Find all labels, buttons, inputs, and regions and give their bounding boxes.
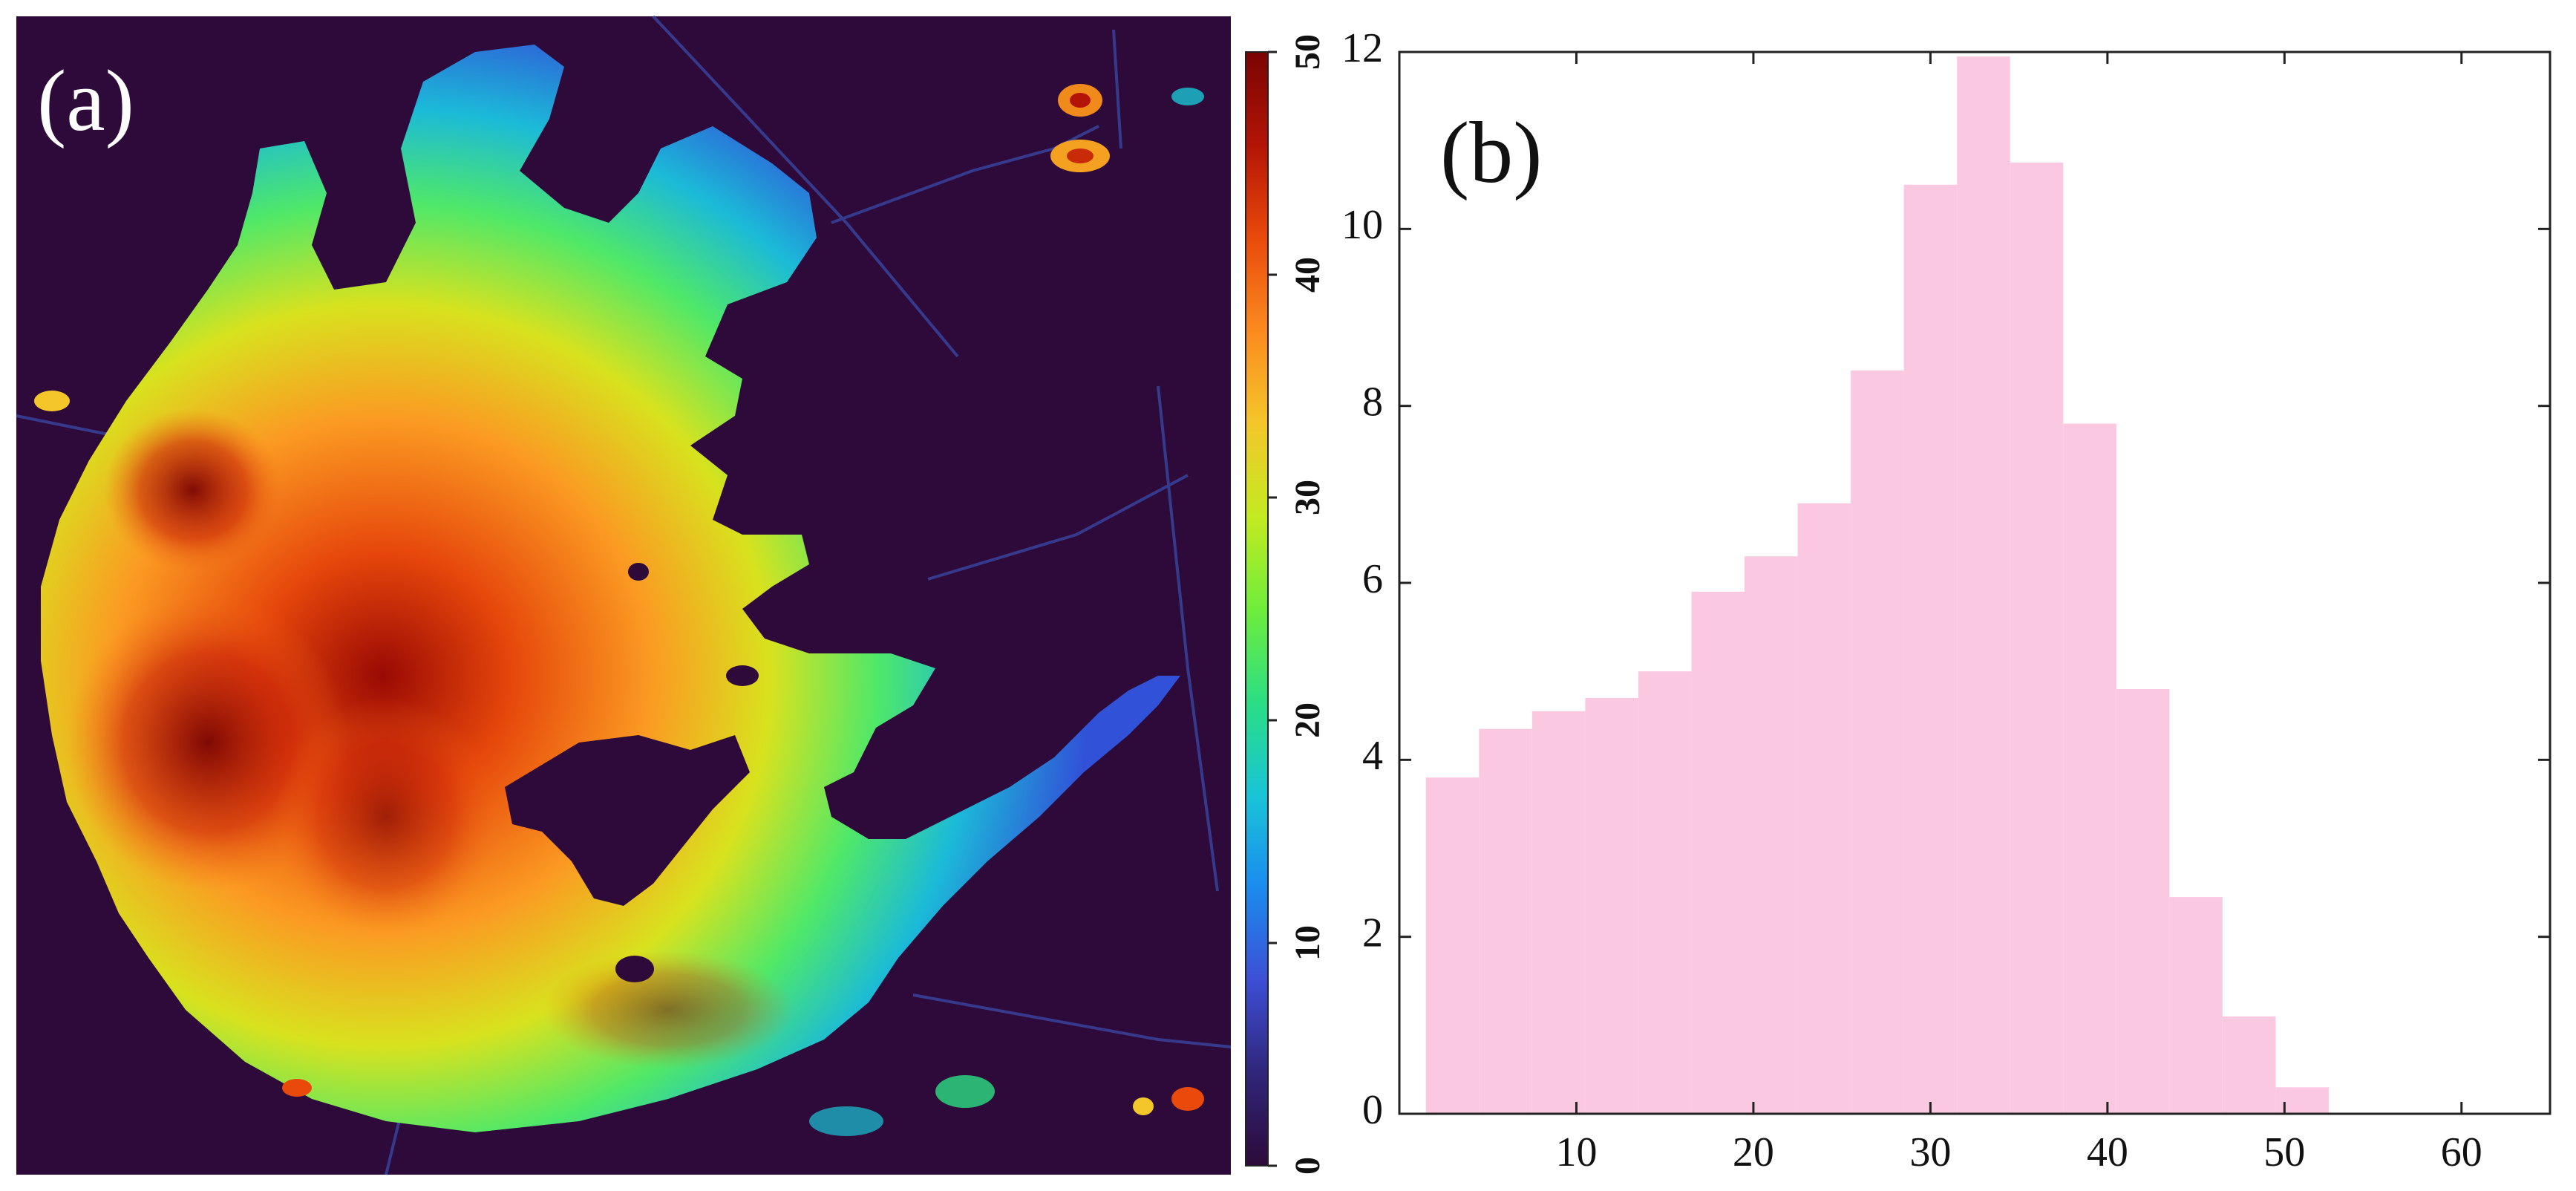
panel-a-label: (a)	[37, 52, 134, 149]
x-tick-label: 40	[2087, 1129, 2128, 1175]
map-roads	[16, 15, 1232, 1175]
panel-a-map: (a)	[16, 15, 1232, 1175]
histogram-bars	[1425, 56, 2329, 1114]
x-tick-label: 20	[1733, 1129, 1774, 1175]
map-small-hole	[628, 563, 649, 581]
histogram-bar	[2010, 162, 2064, 1114]
y-tick-label: 12	[1341, 25, 1383, 71]
histogram-bar	[1691, 591, 1745, 1114]
colorbar-tick-label: 20	[1288, 702, 1327, 738]
histogram-bar	[1425, 777, 1480, 1114]
y-tick-label: 6	[1362, 556, 1383, 602]
map-hot-core	[104, 408, 282, 572]
y-tick-label: 2	[1362, 910, 1383, 956]
colorbar-gradient-bar	[1245, 51, 1269, 1166]
map-small-hole	[726, 665, 759, 686]
histogram-bar	[1479, 728, 1532, 1114]
histogram-bar	[2063, 423, 2116, 1114]
histogram-bar	[1903, 184, 1958, 1114]
histogram-bar	[1638, 671, 1692, 1114]
colorbar-tick-label: 30	[1288, 480, 1327, 515]
y-tick-label: 0	[1362, 1087, 1383, 1133]
histogram-bar	[2222, 1016, 2276, 1114]
panel-b-label: (b)	[1440, 104, 1543, 201]
colorbar-tick-label: 10	[1288, 925, 1327, 961]
map-small-hole	[615, 956, 654, 982]
colorbar-ticks: 0 10 20 30 40 50	[1268, 34, 1327, 1175]
map-inner-hole	[505, 735, 750, 906]
colorbar-tick-label: 50	[1288, 34, 1327, 70]
colorbar: 0 10 20 30 40 50	[1245, 34, 1327, 1175]
y-tick-label: 10	[1341, 202, 1383, 248]
histogram-bar	[1851, 371, 1904, 1114]
histogram-bar	[1745, 556, 1798, 1114]
x-axis-ticks: 10 20 30 40 50 60	[1555, 52, 2482, 1175]
x-tick-label: 60	[2441, 1129, 2482, 1175]
histogram-bar	[1531, 711, 1586, 1114]
histogram-bar	[1797, 503, 1851, 1114]
histogram-bar	[2116, 689, 2170, 1114]
y-tick-label: 8	[1362, 379, 1383, 425]
x-tick-label: 30	[1909, 1129, 1951, 1175]
y-axis-ticks: 0 2 4 6 8 10 12	[1341, 25, 2550, 1133]
histogram-bar	[2169, 897, 2223, 1114]
panel-b-histogram: 0 2 4 6 8 10 12 10 20 30 40 50 60 (b)	[1341, 25, 2552, 1175]
map-hot-core	[542, 950, 794, 1069]
colorbar-tick-label: 40	[1288, 257, 1327, 293]
x-tick-label: 10	[1555, 1129, 1597, 1175]
y-tick-label: 4	[1362, 733, 1383, 779]
colorbar-tick-label: 0	[1288, 1157, 1327, 1175]
map-patches	[34, 84, 1204, 1136]
x-tick-label: 50	[2263, 1129, 2305, 1175]
map-hot-core	[275, 698, 497, 936]
histogram-bar	[1957, 56, 2010, 1114]
histogram-bar	[1585, 697, 1638, 1114]
